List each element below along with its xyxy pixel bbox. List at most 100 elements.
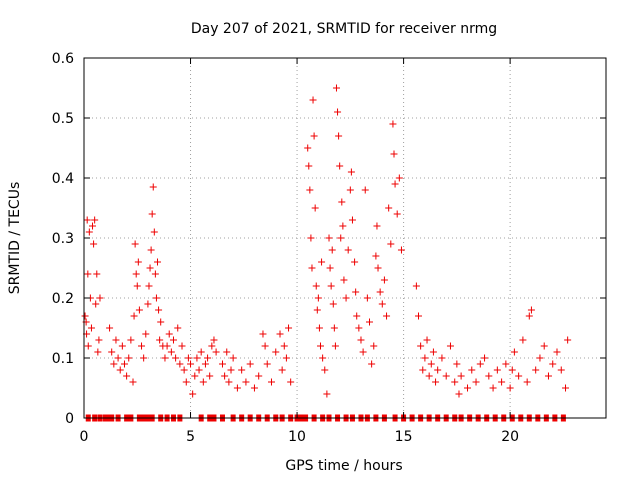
data-point: [421, 354, 429, 362]
data-point: [451, 378, 459, 386]
data-point: [225, 378, 233, 386]
data-point: [330, 324, 338, 332]
data-point: [429, 348, 437, 356]
y-axis-label: SRMTID / TECUs: [7, 182, 23, 295]
data-point: [172, 354, 180, 362]
data-point: [508, 366, 516, 374]
data-point: [385, 204, 393, 212]
data-point: [346, 186, 354, 194]
data-point: [432, 378, 440, 386]
data-point: [455, 390, 463, 398]
data-point: [498, 378, 506, 386]
data-point: [442, 372, 450, 380]
data-point: [142, 330, 150, 338]
data-point: [261, 342, 269, 350]
data-point: [152, 294, 160, 302]
data-point: [376, 288, 384, 296]
data-point: [95, 336, 103, 344]
data-point: [218, 360, 226, 368]
data-point: [391, 180, 399, 188]
y-tick-label: 0: [65, 411, 74, 427]
data-point: [415, 312, 423, 320]
data-point: [114, 354, 122, 362]
data-point: [419, 366, 427, 374]
data-point: [326, 264, 334, 272]
data-point: [383, 312, 391, 320]
data-point: [338, 198, 346, 206]
data-point: [397, 246, 405, 254]
data-point: [131, 240, 139, 248]
grid-lines: [84, 58, 606, 418]
data-point: [238, 366, 246, 374]
data-point: [140, 354, 148, 362]
data-point: [110, 360, 118, 368]
data-point: [519, 336, 527, 344]
data-point: [332, 84, 340, 92]
data-point: [106, 324, 114, 332]
data-point: [174, 324, 182, 332]
data-point: [178, 342, 186, 350]
x-tick-label: 10: [288, 429, 306, 445]
data-point: [120, 360, 128, 368]
data-point: [446, 342, 454, 350]
data-point: [325, 234, 333, 242]
data-point: [353, 312, 361, 320]
data-point: [314, 294, 322, 302]
data-point: [502, 360, 510, 368]
data-point: [390, 150, 398, 158]
data-point: [374, 264, 382, 272]
data-point: [315, 324, 323, 332]
data-point: [553, 348, 561, 356]
data-point: [157, 318, 165, 326]
data-point: [372, 252, 380, 260]
data-point: [176, 360, 184, 368]
x-tick-label: 15: [395, 429, 413, 445]
data-point: [412, 282, 420, 290]
data-point: [123, 372, 131, 380]
data-point: [187, 360, 195, 368]
data-point: [425, 372, 433, 380]
data-point: [312, 282, 320, 290]
data-point: [311, 204, 319, 212]
y-tick-label: 0.6: [52, 51, 74, 67]
data-point: [193, 354, 201, 362]
y-tick-label: 0.1: [52, 351, 74, 367]
data-point: [562, 384, 570, 392]
data-point: [523, 378, 531, 386]
data-point: [339, 222, 347, 230]
data-point: [370, 342, 378, 350]
data-point: [351, 258, 359, 266]
data-point: [380, 276, 388, 284]
data-point: [347, 168, 355, 176]
data-point: [191, 372, 199, 380]
data-point: [278, 366, 286, 374]
data-point: [280, 342, 288, 350]
data-point: [304, 144, 312, 152]
data-point: [165, 330, 173, 338]
data-point: [84, 270, 92, 278]
data-point: [96, 294, 104, 302]
data-point: [308, 264, 316, 272]
data-point: [327, 282, 335, 290]
data-point: [246, 360, 254, 368]
y-tick-label: 0.2: [52, 291, 74, 307]
data-point: [132, 270, 140, 278]
data-point: [81, 312, 89, 320]
data-point: [116, 366, 124, 374]
data-point: [154, 258, 162, 266]
data-point: [155, 306, 163, 314]
data-point: [527, 306, 535, 314]
data-point: [453, 360, 461, 368]
x-tick-label: 5: [186, 429, 195, 445]
data-point: [145, 282, 153, 290]
data-point: [118, 342, 126, 350]
data-point: [148, 210, 156, 218]
data-point: [285, 324, 293, 332]
data-point: [93, 270, 101, 278]
data-point: [361, 186, 369, 194]
data-point: [368, 360, 376, 368]
y-tick-label: 0.3: [52, 231, 74, 247]
data-point: [133, 282, 141, 290]
data-point: [485, 372, 493, 380]
data-point: [348, 216, 356, 224]
